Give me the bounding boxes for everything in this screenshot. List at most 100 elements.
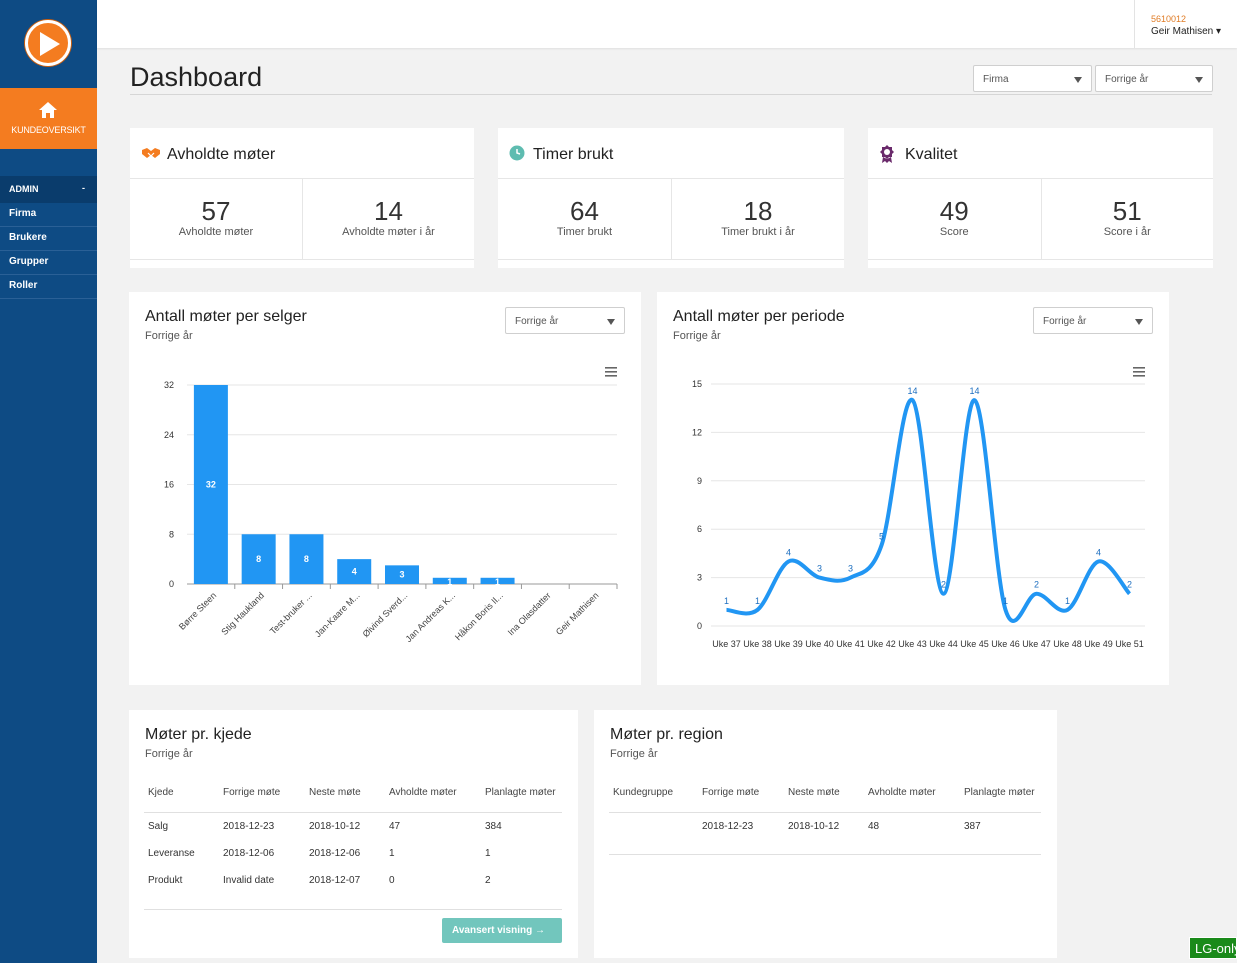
table-cell: 2018-12-07 [309, 875, 361, 886]
x-tick-label: Uke 48 [1053, 639, 1082, 649]
data-label: 1 [1065, 596, 1070, 606]
lg-only-badge: LG-only [1189, 937, 1237, 959]
divider [130, 259, 474, 260]
nav-kundeoversikt[interactable]: KUNDEOVERSIKT [0, 88, 97, 149]
table-cell: 47 [389, 821, 401, 832]
table-cell: Produkt [148, 875, 183, 886]
sidebar-item-firma[interactable]: Firma [0, 203, 97, 227]
bar-data-label: 1 [495, 577, 500, 587]
hamburger-menu-icon[interactable] [1133, 367, 1145, 377]
top-bar: 5610012 Geir Mathisen ▾ [97, 0, 1237, 48]
table-cell: 2018-10-12 [788, 821, 840, 832]
x-tick-label: Uke 41 [836, 639, 865, 649]
chart-card-per-period: Antall møter per periode Forrige år Forr… [657, 292, 1169, 685]
user-name: Geir Mathisen ▾ [1151, 26, 1222, 37]
x-tick-label: Øivind Sverd... [361, 590, 410, 639]
bar-chart: 0 8 16 24 32 32 Børre Steen 8 Stig Haukland 8 Test… [164, 367, 618, 644]
column-header: Planlagte møter [964, 787, 1035, 798]
admin-label: ADMIN [9, 184, 39, 194]
x-tick-label: Uke 37 [712, 639, 741, 649]
table-cell: Invalid date [223, 875, 275, 886]
x-tick-label: Jan Andreas K... [403, 590, 457, 644]
data-label: 1 [724, 596, 729, 606]
column-header: Kjede [148, 787, 174, 798]
table-title: Møter pr. kjede [145, 726, 252, 743]
table-cell: 2018-10-12 [309, 821, 361, 832]
kpi-label: Score [939, 226, 969, 238]
table-subtitle: Forrige år [610, 748, 658, 760]
sidebar-item-grupper[interactable]: Grupper [0, 251, 97, 275]
y-tick-label: 0 [169, 579, 174, 589]
table-cell: 2018-12-23 [223, 821, 275, 832]
divider [498, 259, 844, 260]
bar-data-label: 32 [206, 480, 216, 490]
data-label: 1 [755, 596, 760, 606]
x-tick-label: Uke 45 [960, 639, 989, 649]
user-id: 5610012 [1151, 14, 1187, 24]
column-header: Planlagte møter [485, 787, 556, 798]
advanced-view-label: Avansert visning → [452, 925, 545, 936]
chart-title: Antall møter per periode [673, 308, 845, 325]
data-label: 4 [786, 547, 791, 557]
bar-data-label: 8 [256, 554, 261, 564]
table-cell: Leveranse [148, 848, 195, 859]
user-menu[interactable]: 5610012 Geir Mathisen ▾ [1134, 0, 1237, 48]
period-chart-period-select[interactable]: Forrige år [1033, 307, 1153, 334]
x-tick-label: Uke 46 [991, 639, 1020, 649]
x-tick-label: Uke 40 [805, 639, 834, 649]
kpi-stat: 14 Avholdte møter i år [302, 179, 474, 259]
period-filter-select[interactable]: Forrige år [1095, 65, 1213, 92]
chart-subtitle: Forrige år [145, 330, 193, 342]
x-tick-label: Jan-Kaare M... [313, 590, 362, 639]
data-label: 2 [1034, 580, 1039, 590]
kpi-stat: 51 Score i år [1040, 179, 1214, 259]
admin-section-toggle[interactable]: ADMIN - [0, 176, 97, 203]
kpi-card-quality: Kvalitet 49 Score 51 Score i år [868, 128, 1213, 268]
table-cell: 387 [964, 821, 981, 832]
period-chart-period-value: Forrige år [1043, 316, 1087, 327]
column-header: Forrige møte [702, 787, 760, 798]
sidebar-item-roller[interactable]: Roller [0, 275, 97, 299]
clock-icon [509, 145, 525, 161]
table-cell: 2018-12-23 [702, 821, 754, 832]
page-title: Dashboard [130, 62, 263, 92]
nav-kundeoversikt-label: KUNDEOVERSIKT [11, 125, 86, 135]
lg-only-label: LG-only [1195, 941, 1237, 956]
bar [289, 534, 324, 584]
column-header: Neste møte [788, 787, 840, 798]
kpi-value: 18 [743, 196, 773, 226]
column-header: Avholdte møter [868, 787, 936, 798]
table-subtitle: Forrige år [145, 748, 193, 760]
y-tick-label: 12 [692, 427, 702, 437]
home-icon [39, 102, 57, 118]
handshake-icon [142, 148, 160, 158]
app-logo[interactable] [25, 20, 71, 66]
column-header: Kundegruppe [613, 787, 674, 798]
advanced-view-button[interactable]: Avansert visning → [442, 918, 562, 943]
y-tick-label: 15 [692, 379, 702, 389]
x-tick-label: Uke 51 [1115, 639, 1144, 649]
table-cell: 2 [485, 875, 491, 886]
company-filter-select[interactable]: Firma [973, 65, 1092, 92]
sidebar-item-label: Roller [9, 280, 38, 291]
kpi-title: Avholdte møter [167, 146, 276, 163]
period-filter-value: Forrige år [1105, 74, 1149, 85]
data-label: 1 [1003, 596, 1008, 606]
sidebar-item-brukere[interactable]: Brukere [0, 227, 97, 251]
play-icon [40, 32, 60, 56]
kpi-stat: 49 Score [868, 179, 1041, 259]
sidebar-item-label: Firma [9, 208, 37, 219]
data-label: 3 [848, 564, 853, 574]
bar-data-label: 8 [304, 554, 309, 564]
kpi-label: Avholdte møter [178, 226, 254, 238]
company-filter-value: Firma [983, 74, 1009, 85]
kpi-stat: 18 Timer brukt i år [671, 179, 844, 259]
y-tick-label: 32 [164, 380, 174, 390]
bar [241, 534, 276, 584]
caret-down-icon [1195, 77, 1203, 83]
hamburger-menu-icon[interactable] [605, 367, 617, 377]
x-tick-label: Uke 44 [929, 639, 958, 649]
kpi-label: Timer brukt [556, 226, 613, 238]
seller-chart-period-select[interactable]: Forrige år [505, 307, 625, 334]
